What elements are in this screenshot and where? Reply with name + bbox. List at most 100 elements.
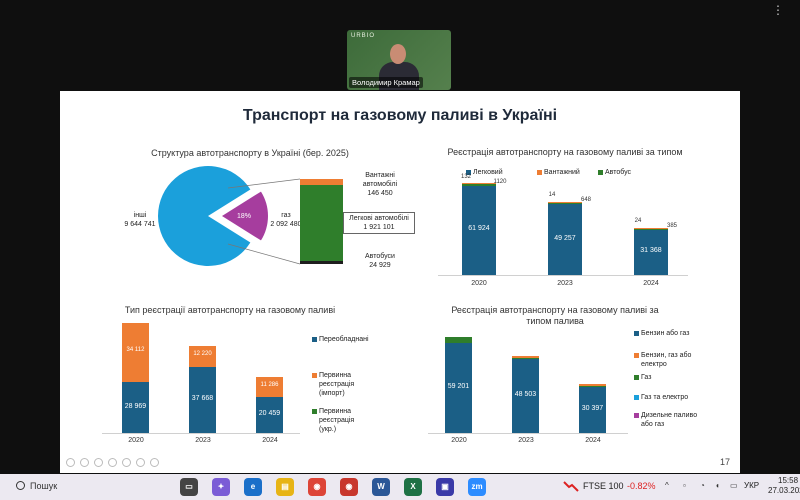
excel-icon[interactable]: X (404, 478, 422, 496)
label-passenger-box: Легкові автомобілі 1 921 101 (343, 212, 415, 234)
bar-value-petrol-gas: 30 397 (581, 404, 604, 412)
chart4-title: Реєстрація автотранспорту на газовому па… (451, 305, 659, 326)
word-icon[interactable]: W (372, 478, 390, 496)
toolbar-forward-icon[interactable] (80, 458, 89, 467)
search-icon[interactable] (16, 481, 25, 490)
bar-converted (256, 397, 283, 433)
bar-import (256, 377, 283, 398)
stack-passenger (300, 185, 343, 261)
bar-value-truck: 132 (460, 173, 471, 180)
bar-converted (122, 382, 149, 433)
chart1-drawing (158, 166, 301, 266)
pie-value-gas: 2 092 480 (270, 221, 302, 228)
tray-chevron-icon[interactable]: ^ (665, 481, 669, 490)
legend-petrol-gas: Бензин або газ (641, 330, 690, 337)
slide-title: Транспорт на газовому паливі в Україні (242, 107, 558, 124)
label-bus: Автобуси (365, 253, 395, 260)
chrome-profile-icon[interactable]: ◉ (340, 478, 358, 496)
bar-bus (634, 228, 668, 230)
pie-value-other: 9 644 741 (124, 221, 156, 228)
more-options-icon[interactable]: ⋮ (772, 3, 784, 17)
legend-swatch-converted (312, 337, 317, 342)
toolbar-view-icon[interactable] (108, 458, 117, 467)
pie-label-other: інші (133, 212, 147, 219)
clock-time: 15:58 (778, 476, 799, 485)
toolbar-more-icon[interactable] (150, 458, 159, 467)
bar-converted (189, 367, 216, 433)
stack-truck (300, 179, 343, 185)
legend-swatch-ukr (312, 409, 317, 414)
value-bus: 24 929 (369, 262, 391, 269)
save-app-icon[interactable]: ▣ (436, 478, 454, 496)
toolbar-back-icon[interactable] (66, 458, 75, 467)
connector-top (227, 178, 301, 189)
slide-toolbar (66, 458, 159, 467)
x-tick-label: 2020 (471, 280, 487, 287)
bar-value-truck: 24 (634, 217, 642, 224)
legend-swatch-import (312, 373, 317, 378)
file-explorer-icon[interactable]: ▤ (276, 478, 294, 496)
bar-gas (579, 385, 606, 387)
legend-ukr: Первинна реєстрація (укр.) (319, 408, 355, 433)
bar-gas (512, 358, 539, 360)
bar-value-passenger: 61 924 (468, 225, 490, 233)
legend-swatch-gas (634, 375, 639, 380)
clock[interactable]: 15:58 27.03.2025 (768, 476, 800, 496)
task-view-icon[interactable]: ▭ (180, 478, 198, 496)
chart3-axis (102, 433, 300, 434)
search-box[interactable]: Пошук (30, 481, 58, 491)
bar-value-converted: 20 459 (258, 410, 281, 418)
toolbar-pen-icon[interactable] (94, 458, 103, 467)
bar-value-import: 34 112 (126, 347, 145, 354)
edge-browser-icon[interactable]: e (244, 478, 262, 496)
bar-bus (548, 203, 582, 205)
bar-truck (634, 227, 668, 229)
legend-swatch-gas-electric (634, 395, 639, 400)
bar-value-petrol-gas: 59 201 (447, 383, 470, 391)
battery-icon[interactable]: ▭ (730, 481, 738, 490)
speaker-icon[interactable]: ◖ (715, 481, 720, 490)
pie-slice-gas (222, 191, 268, 241)
network-icon[interactable]: ◔ (700, 481, 705, 490)
chart2-title: Реєстрація автотранспорту на газовому па… (447, 147, 683, 157)
tile-brand-text: URBIO (351, 33, 376, 39)
chart1-title: Структура автотранспорту в Україні (бер.… (151, 148, 349, 158)
legend-bus: Автобус (605, 169, 632, 176)
bar-petrol-gas (579, 386, 606, 433)
legend-petrol-gas-electric: Бензин, газ або електро (641, 352, 692, 368)
x-tick-label: 2024 (585, 437, 601, 444)
taskbar: Пошук ▭ ✦ e ▤ ◉ ◉ W X ▣ zm FTSE 100 -0.8… (0, 474, 800, 500)
bar-bus (462, 184, 496, 186)
pie-label-gas: газ (281, 212, 291, 219)
ticker-name[interactable]: FTSE 100 (583, 481, 624, 491)
chrome-icon[interactable]: ◉ (308, 478, 326, 496)
copilot-icon[interactable]: ✦ (212, 478, 230, 496)
zoom-icon[interactable]: zm (468, 478, 486, 496)
participant-video-tile[interactable]: URBIO Володимир Крамар (347, 30, 451, 90)
bar-gas (445, 337, 472, 344)
participant-head (390, 44, 406, 64)
stock-ticker-icon (563, 481, 579, 492)
x-tick-label: 2024 (643, 280, 659, 287)
legend-swatch-diesel-gas (634, 413, 639, 418)
legend-converted: Переобладнані (319, 336, 369, 343)
clock-date: 27.03.2025 (768, 486, 800, 495)
chart3-title: Тип реєстрації автотранспорту на газовом… (124, 305, 336, 315)
x-tick-label: 2020 (128, 437, 144, 444)
legend-gas: Газ (641, 374, 652, 381)
ticker-change[interactable]: -0.82% (627, 481, 656, 491)
toolbar-video-icon[interactable] (136, 458, 145, 467)
bar-truck (548, 202, 582, 204)
value-passenger: 1 921 101 (363, 224, 395, 231)
slide-number: 17 (719, 457, 730, 467)
bar-value-petrol-gas: 48 503 (514, 391, 537, 399)
toolbar-zoom-icon[interactable] (122, 458, 131, 467)
label-truck: Вантажні автомобілі (362, 172, 398, 188)
bar-value-truck: 14 (548, 192, 556, 199)
camera-tray-icon[interactable]: ▫ (683, 481, 686, 490)
language-indicator[interactable]: УКР (744, 481, 760, 490)
x-tick-label: 2020 (451, 437, 467, 444)
x-tick-label: 2024 (262, 437, 278, 444)
bar-value-converted: 28 969 (124, 402, 147, 410)
bar-value-passenger: 31 368 (640, 247, 662, 255)
